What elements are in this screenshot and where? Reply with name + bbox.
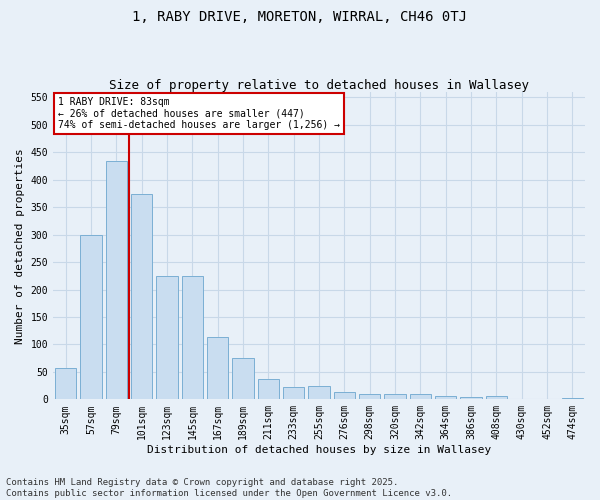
Bar <box>232 358 254 400</box>
Bar <box>80 234 102 400</box>
Bar <box>283 388 304 400</box>
Bar <box>131 194 152 400</box>
Bar <box>106 160 127 400</box>
Text: Contains HM Land Registry data © Crown copyright and database right 2025.
Contai: Contains HM Land Registry data © Crown c… <box>6 478 452 498</box>
Bar <box>55 368 76 400</box>
Bar <box>485 396 507 400</box>
Bar <box>359 394 380 400</box>
Text: 1 RABY DRIVE: 83sqm
← 26% of detached houses are smaller (447)
74% of semi-detac: 1 RABY DRIVE: 83sqm ← 26% of detached ho… <box>58 96 340 130</box>
Bar <box>182 276 203 400</box>
Bar <box>460 397 482 400</box>
Bar <box>410 394 431 400</box>
Bar <box>435 396 457 400</box>
X-axis label: Distribution of detached houses by size in Wallasey: Distribution of detached houses by size … <box>147 445 491 455</box>
Bar <box>562 398 583 400</box>
Text: 1, RABY DRIVE, MORETON, WIRRAL, CH46 0TJ: 1, RABY DRIVE, MORETON, WIRRAL, CH46 0TJ <box>133 10 467 24</box>
Bar <box>156 276 178 400</box>
Bar <box>334 392 355 400</box>
Y-axis label: Number of detached properties: Number of detached properties <box>15 148 25 344</box>
Bar <box>384 394 406 400</box>
Bar <box>308 386 330 400</box>
Title: Size of property relative to detached houses in Wallasey: Size of property relative to detached ho… <box>109 79 529 92</box>
Bar <box>257 379 279 400</box>
Bar <box>207 338 229 400</box>
